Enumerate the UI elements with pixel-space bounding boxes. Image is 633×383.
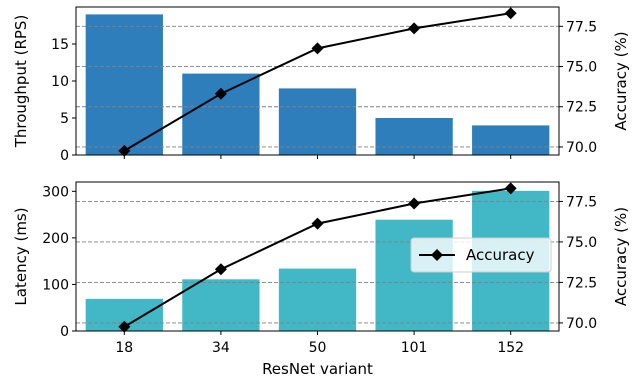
x-tick-label: 152 bbox=[497, 340, 524, 356]
right-tick-label: 75.0 bbox=[566, 60, 597, 76]
x-axis-label: ResNet variant bbox=[262, 360, 373, 378]
accuracy-marker-101 bbox=[408, 197, 421, 210]
legend-label: Accuracy bbox=[466, 246, 535, 264]
right-tick-label: 72.5 bbox=[566, 100, 597, 116]
accuracy-marker-152 bbox=[504, 182, 517, 195]
latency-panel: 0 100 200 300 70.0 72.5 75.0 77.5 18 34 50 101 152 La… bbox=[12, 181, 630, 378]
left-tick-label: 100 bbox=[42, 277, 69, 293]
right-tick-label: 75.0 bbox=[566, 235, 597, 251]
x-tick-label: 50 bbox=[309, 340, 327, 356]
right-tick-label: 72.5 bbox=[566, 275, 597, 291]
left-tick-label: 200 bbox=[42, 231, 69, 247]
right-tick-label: 70.0 bbox=[566, 316, 597, 332]
left-tick-label: 10 bbox=[51, 74, 69, 90]
right-tick-label: 77.5 bbox=[566, 194, 597, 210]
left-tick-label: 0 bbox=[60, 324, 69, 340]
accuracy-marker-101 bbox=[408, 22, 421, 35]
bar-101 bbox=[375, 219, 453, 331]
left-tick-label: 15 bbox=[51, 37, 69, 53]
left-tick-label: 300 bbox=[42, 184, 69, 200]
bar-34 bbox=[182, 279, 260, 331]
bar-152 bbox=[472, 125, 550, 155]
left-tick-label: 5 bbox=[60, 111, 69, 127]
x-tick-label: 34 bbox=[212, 340, 230, 356]
bar-50 bbox=[278, 268, 357, 331]
right-tick-label: 70.0 bbox=[566, 140, 597, 156]
bar-34 bbox=[182, 73, 260, 155]
accuracy-marker-18 bbox=[118, 320, 131, 333]
accuracy-marker-34 bbox=[214, 87, 227, 100]
throughput-panel: 0 5 10 15 70.0 72.5 75.0 77.5 Throughput (RPS) Ac… bbox=[12, 6, 630, 164]
right-tick-label: 77.5 bbox=[566, 19, 597, 35]
accuracy-marker-50 bbox=[311, 42, 324, 55]
right-axis-label: Accuracy (%) bbox=[612, 207, 630, 306]
left-tick-label: 0 bbox=[60, 148, 69, 164]
x-tick-label: 18 bbox=[115, 340, 133, 356]
left-axis-label: Latency (ms) bbox=[12, 207, 30, 305]
bar-18 bbox=[85, 14, 163, 156]
x-tick-label: 101 bbox=[401, 340, 428, 356]
accuracy-marker-18 bbox=[118, 144, 131, 157]
right-axis-label: Accuracy (%) bbox=[612, 31, 630, 130]
legend-marker bbox=[431, 249, 443, 261]
accuracy-marker-34 bbox=[214, 263, 227, 276]
accuracy-marker-152 bbox=[504, 7, 517, 20]
accuracy-marker-50 bbox=[311, 217, 324, 230]
bar-50 bbox=[278, 88, 357, 155]
bar-101 bbox=[375, 118, 453, 155]
left-axis-label: Throughput (RPS) bbox=[12, 15, 30, 149]
legend-box bbox=[410, 237, 552, 273]
